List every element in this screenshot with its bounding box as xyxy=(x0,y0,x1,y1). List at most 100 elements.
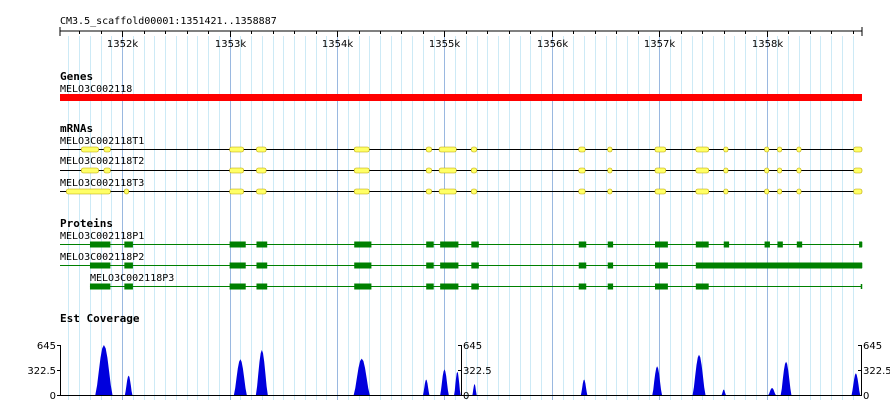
exon[interactable] xyxy=(81,167,99,174)
exon[interactable] xyxy=(353,167,370,174)
exon[interactable] xyxy=(695,146,710,153)
mrna-feature[interactable]: MELO3C002118T3 xyxy=(60,178,863,195)
exon[interactable] xyxy=(256,146,267,153)
exon[interactable] xyxy=(425,188,432,195)
exon[interactable] xyxy=(796,188,802,195)
protein-block[interactable] xyxy=(471,241,479,248)
exon[interactable] xyxy=(777,188,783,195)
exon[interactable] xyxy=(654,167,667,174)
protein-block[interactable] xyxy=(89,283,111,290)
exon[interactable] xyxy=(471,188,477,195)
protein-block[interactable] xyxy=(256,283,268,290)
exon[interactable] xyxy=(764,167,770,174)
protein-block[interactable] xyxy=(764,262,770,269)
protein-block[interactable] xyxy=(859,241,863,248)
exon[interactable] xyxy=(103,167,111,174)
mrna-label[interactable]: MELO3C002118T3 xyxy=(60,178,144,189)
exon[interactable] xyxy=(607,146,613,153)
protein-block[interactable] xyxy=(655,283,668,290)
protein-block[interactable] xyxy=(124,262,133,269)
exon[interactable] xyxy=(764,188,770,195)
exon[interactable] xyxy=(777,146,783,153)
exon[interactable] xyxy=(103,146,111,153)
gene-feature[interactable] xyxy=(60,94,862,101)
exon[interactable] xyxy=(229,167,244,174)
exon[interactable] xyxy=(438,167,457,174)
protein-block[interactable] xyxy=(796,262,803,269)
exon[interactable] xyxy=(723,146,729,153)
protein-block[interactable] xyxy=(256,262,268,269)
exon[interactable] xyxy=(853,188,863,195)
exon[interactable] xyxy=(229,146,244,153)
exon[interactable] xyxy=(764,146,770,153)
protein-block[interactable] xyxy=(229,283,246,290)
protein-block[interactable] xyxy=(229,241,246,248)
protein-block[interactable] xyxy=(426,241,434,248)
exon[interactable] xyxy=(853,146,863,153)
protein-feature[interactable]: MELO3C002118P1 xyxy=(60,231,863,248)
protein-block[interactable] xyxy=(655,262,668,269)
protein-block[interactable] xyxy=(440,283,459,290)
protein-block[interactable] xyxy=(777,241,783,248)
protein-block[interactable] xyxy=(426,262,434,269)
protein-block[interactable] xyxy=(764,241,770,248)
protein-block[interactable] xyxy=(777,262,783,269)
protein-block[interactable] xyxy=(859,262,863,269)
protein-label[interactable]: MELO3C002118P3 xyxy=(90,273,174,284)
exon[interactable] xyxy=(256,188,267,195)
mrna-label[interactable]: MELO3C002118T2 xyxy=(60,156,144,167)
exon[interactable] xyxy=(353,146,370,153)
protein-block[interactable] xyxy=(796,241,803,248)
exon[interactable] xyxy=(654,188,667,195)
protein-block[interactable] xyxy=(354,283,372,290)
protein-feature[interactable]: MELO3C002118P3 xyxy=(89,273,863,290)
protein-block[interactable] xyxy=(607,262,614,269)
protein-block[interactable] xyxy=(229,262,246,269)
protein-block[interactable] xyxy=(440,241,459,248)
exon[interactable] xyxy=(723,167,729,174)
exon[interactable] xyxy=(66,188,111,195)
protein-block[interactable] xyxy=(256,241,268,248)
exon[interactable] xyxy=(853,167,863,174)
protein-block[interactable] xyxy=(89,262,111,269)
protein-block[interactable] xyxy=(124,241,133,248)
mrna-feature[interactable]: MELO3C002118T1 xyxy=(60,136,863,153)
exon[interactable] xyxy=(471,167,477,174)
protein-block[interactable] xyxy=(89,241,111,248)
protein-block[interactable] xyxy=(354,241,372,248)
exon[interactable] xyxy=(229,188,244,195)
protein-block[interactable] xyxy=(426,283,434,290)
exon[interactable] xyxy=(578,146,586,153)
protein-block[interactable] xyxy=(723,241,730,248)
protein-block[interactable] xyxy=(471,283,479,290)
exon[interactable] xyxy=(607,167,613,174)
protein-block[interactable] xyxy=(695,283,709,290)
mrna-feature[interactable]: MELO3C002118T2 xyxy=(60,156,863,174)
protein-feature[interactable]: MELO3C002118P2 xyxy=(60,252,863,269)
exon[interactable] xyxy=(695,188,710,195)
protein-block[interactable] xyxy=(440,262,459,269)
exon[interactable] xyxy=(695,167,710,174)
protein-block[interactable] xyxy=(578,283,587,290)
protein-block[interactable] xyxy=(471,262,479,269)
protein-block[interactable] xyxy=(578,262,587,269)
exon[interactable] xyxy=(81,146,99,153)
mrna-label[interactable]: MELO3C002118T1 xyxy=(60,136,144,147)
exon[interactable] xyxy=(607,188,613,195)
protein-block[interactable] xyxy=(723,262,730,269)
protein-block[interactable] xyxy=(695,241,709,248)
exon[interactable] xyxy=(796,167,802,174)
exon[interactable] xyxy=(471,146,477,153)
protein-block[interactable] xyxy=(354,262,372,269)
exon[interactable] xyxy=(438,188,457,195)
protein-block[interactable] xyxy=(607,283,614,290)
protein-block[interactable] xyxy=(607,241,614,248)
protein-label[interactable]: MELO3C002118P1 xyxy=(60,231,144,242)
exon[interactable] xyxy=(578,167,586,174)
protein-block[interactable] xyxy=(124,283,133,290)
protein-label[interactable]: MELO3C002118P2 xyxy=(60,252,144,263)
protein-block[interactable] xyxy=(578,241,587,248)
exon[interactable] xyxy=(777,167,783,174)
exon[interactable] xyxy=(796,146,802,153)
exon[interactable] xyxy=(723,188,729,195)
